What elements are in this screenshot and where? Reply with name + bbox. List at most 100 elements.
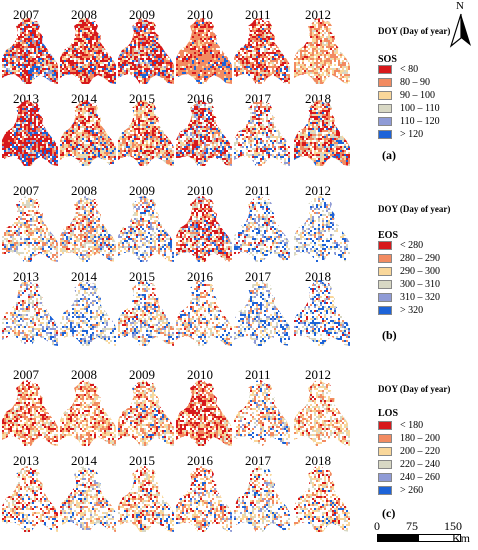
north-arrow-icon: N — [449, 0, 473, 53]
map-raster — [2, 380, 58, 446]
legend-swatch — [378, 421, 392, 430]
year-label: 2017 — [245, 92, 271, 106]
legend-label: 290 – 300 — [400, 266, 440, 277]
map-raster — [234, 18, 290, 84]
legend-title: DOY (Day of year) — [378, 384, 450, 394]
year-label: 2014 — [71, 92, 97, 106]
map-raster — [176, 18, 232, 84]
map-eos-2007 — [2, 196, 58, 262]
legend-label: 180 – 200 — [400, 433, 440, 444]
legend-label: > 320 — [400, 305, 423, 316]
map-sos-2012 — [294, 18, 350, 84]
legend-swatch — [378, 65, 392, 74]
year-label: 2013 — [13, 454, 39, 468]
scale-bar-segment — [378, 535, 419, 541]
year-label: 2012 — [305, 184, 331, 198]
year-label: 2018 — [305, 454, 331, 468]
year-label: 2009 — [129, 184, 155, 198]
map-raster — [294, 280, 350, 346]
map-sos-2011 — [234, 18, 290, 84]
legend-row: 300 – 310 — [378, 279, 440, 290]
year-label: 2008 — [71, 8, 97, 22]
year-label: 2016 — [187, 454, 213, 468]
legend-row: < 280 — [378, 240, 423, 251]
year-label: 2011 — [245, 184, 271, 198]
legend-swatch — [378, 78, 392, 87]
map-raster — [118, 18, 174, 84]
map-raster — [176, 196, 232, 262]
map-los-2013 — [2, 466, 58, 532]
map-raster — [2, 196, 58, 262]
map-sos-2017 — [234, 100, 290, 166]
scale-tick-label: 75 — [406, 519, 418, 534]
year-label: 2009 — [129, 8, 155, 22]
map-los-2016 — [176, 466, 232, 532]
map-eos-2015 — [118, 280, 174, 346]
map-sos-2008 — [60, 18, 116, 84]
legend-label: 220 – 240 — [400, 459, 440, 470]
year-label: 2016 — [187, 92, 213, 106]
panel-label: (b) — [382, 328, 397, 343]
legend-title: DOY (Day of year) — [378, 26, 450, 36]
legend-label: 200 – 220 — [400, 446, 440, 457]
year-label: 2008 — [71, 184, 97, 198]
legend-row: 100 – 110 — [378, 103, 440, 114]
legend-label: > 260 — [400, 485, 423, 496]
map-raster — [294, 380, 350, 446]
map-los-2014 — [60, 466, 116, 532]
map-raster — [176, 466, 232, 532]
map-sos-2007 — [2, 18, 58, 84]
map-raster — [60, 100, 116, 166]
scale-bar — [377, 534, 461, 542]
year-label: 2017 — [245, 270, 271, 284]
year-label: 2010 — [187, 8, 213, 22]
legend-row: 310 – 320 — [378, 292, 440, 303]
legend-variable: LOS — [378, 408, 398, 419]
map-sos-2009 — [118, 18, 174, 84]
scale-tick-label: 150 — [444, 519, 462, 534]
map-sos-2010 — [176, 18, 232, 84]
map-raster — [118, 380, 174, 446]
year-label: 2016 — [187, 270, 213, 284]
map-raster — [234, 196, 290, 262]
map-raster — [176, 380, 232, 446]
map-raster — [294, 466, 350, 532]
map-raster — [118, 100, 174, 166]
map-sos-2016 — [176, 100, 232, 166]
panel-label: (a) — [382, 148, 396, 163]
legend-row: 240 – 260 — [378, 472, 440, 483]
legend-swatch — [378, 104, 392, 113]
map-raster — [294, 196, 350, 262]
map-los-2008 — [60, 380, 116, 446]
map-los-2007 — [2, 380, 58, 446]
map-raster — [234, 380, 290, 446]
map-raster — [118, 466, 174, 532]
year-label: 2007 — [13, 368, 39, 382]
legend-label: 80 – 90 — [400, 77, 430, 88]
map-eos-2008 — [60, 196, 116, 262]
map-raster — [60, 280, 116, 346]
map-sos-2018 — [294, 100, 350, 166]
map-raster — [60, 18, 116, 84]
map-sos-2013 — [2, 100, 58, 166]
map-raster — [60, 466, 116, 532]
legend-swatch — [378, 460, 392, 469]
legend-label: < 180 — [400, 420, 423, 431]
map-raster — [234, 466, 290, 532]
year-label: 2018 — [305, 270, 331, 284]
north-label: N — [456, 0, 464, 12]
legend-label: < 280 — [400, 240, 423, 251]
map-raster — [2, 18, 58, 84]
scale-unit: Km — [452, 531, 470, 546]
legend-swatch — [378, 473, 392, 482]
map-eos-2009 — [118, 196, 174, 262]
legend-label: 110 – 120 — [400, 116, 440, 127]
year-label: 2009 — [129, 368, 155, 382]
map-raster — [176, 100, 232, 166]
year-label: 2007 — [13, 184, 39, 198]
map-los-2017 — [234, 466, 290, 532]
year-label: 2008 — [71, 368, 97, 382]
map-los-2018 — [294, 466, 350, 532]
legend-swatch — [378, 254, 392, 263]
map-los-2012 — [294, 380, 350, 446]
